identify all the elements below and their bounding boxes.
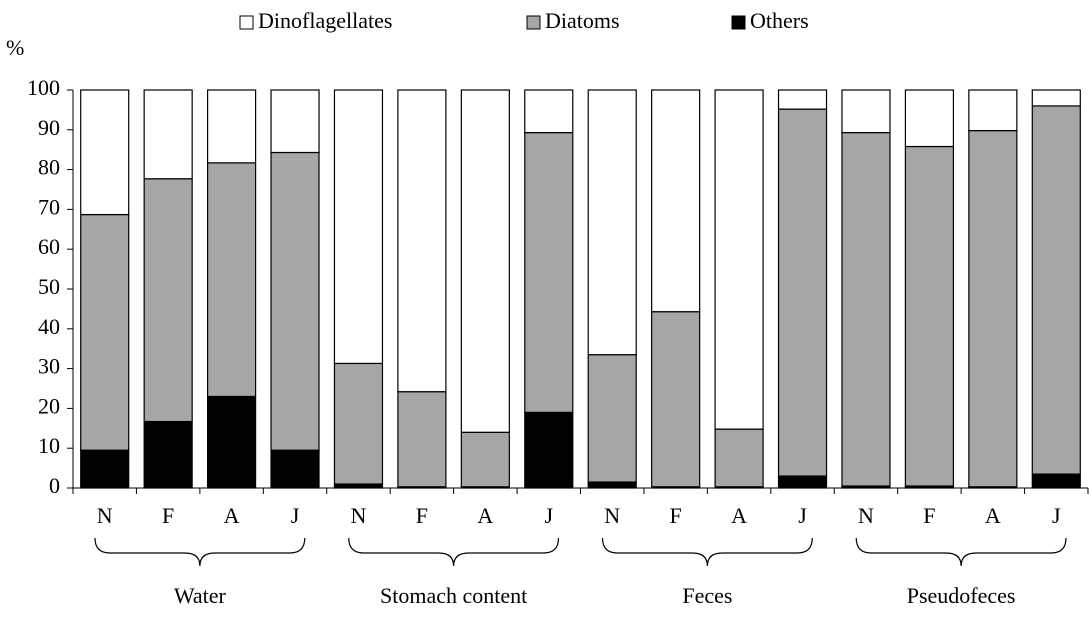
legend-swatch	[239, 15, 254, 30]
y-tick-label: 10	[38, 433, 60, 458]
bar-segment	[460, 431, 510, 488]
bar-segment	[1031, 105, 1081, 475]
bar-segment	[333, 89, 384, 365]
bar-segment	[714, 89, 764, 430]
bar-segment	[587, 89, 637, 356]
y-tick-label: 70	[38, 194, 60, 219]
group-label: Water	[174, 583, 227, 608]
y-tick-label: 0	[49, 473, 60, 498]
x-tick-label: F	[670, 503, 682, 528]
y-tick-label: 90	[38, 115, 60, 140]
y-tick-label: 40	[38, 314, 60, 339]
x-tick-label: A	[731, 503, 747, 528]
y-tick-label: 80	[38, 155, 60, 180]
legend-label: Dinoflagellates	[258, 8, 392, 33]
bar-segment	[333, 362, 384, 485]
bar-segment	[80, 213, 130, 451]
bar-segment	[460, 89, 510, 433]
bar-segment	[904, 89, 955, 148]
x-tick-label: A	[224, 503, 240, 528]
x-tick-label: N	[351, 503, 367, 528]
bar-segment	[777, 108, 828, 477]
bar-segment	[777, 475, 828, 489]
group-label: Stomach content	[380, 583, 527, 608]
x-tick-label: J	[1052, 503, 1061, 528]
bar-segment	[841, 131, 891, 487]
y-tick-label: 20	[38, 393, 60, 418]
bar-segment	[651, 311, 701, 488]
bar-segment	[397, 89, 447, 393]
bar-segment	[206, 162, 257, 398]
bar-segment	[80, 89, 130, 216]
legend-swatch	[731, 15, 746, 30]
y-tick-label: 30	[38, 354, 60, 379]
bar-segment	[206, 395, 257, 489]
bar-segment	[80, 449, 130, 489]
bar-segment	[524, 411, 574, 489]
bar-segment	[143, 89, 193, 180]
bar-segment	[143, 420, 193, 489]
x-tick-label: J	[545, 503, 554, 528]
bar-segment	[270, 449, 320, 489]
bar-segment	[968, 129, 1018, 488]
bar-segment	[1031, 473, 1081, 489]
bar-segment	[587, 481, 637, 489]
bar-segment	[968, 89, 1018, 132]
bar-segment	[1031, 89, 1081, 107]
y-axis-label: %	[6, 35, 24, 60]
bar-segment	[270, 151, 320, 451]
y-tick-label: 100	[27, 75, 60, 100]
bar-segment	[587, 354, 637, 483]
bar-segment	[777, 89, 828, 110]
x-tick-label: N	[97, 503, 113, 528]
bar-segment	[651, 89, 701, 313]
group-brace	[348, 537, 560, 567]
y-tick-label: 50	[38, 274, 60, 299]
legend-label: Diatoms	[545, 8, 620, 33]
group-brace	[601, 537, 813, 567]
bar-segment	[206, 89, 257, 164]
x-tick-label: N	[858, 503, 874, 528]
group-brace	[855, 537, 1067, 567]
x-tick-label: A	[477, 503, 493, 528]
x-tick-label: J	[798, 503, 807, 528]
x-tick-label: F	[162, 503, 174, 528]
bar-segment	[841, 89, 891, 134]
group-label: Pseudofeces	[907, 583, 1016, 608]
y-tick-label: 60	[38, 234, 60, 259]
group-label: Feces	[682, 583, 732, 608]
legend-swatch	[526, 15, 541, 30]
bar-segment	[524, 131, 574, 413]
x-tick-label: F	[923, 503, 935, 528]
legend-label: Others	[750, 8, 809, 33]
bar-segment	[524, 89, 574, 134]
group-brace	[94, 537, 306, 567]
bar-segment	[143, 178, 193, 423]
bar-segment	[270, 89, 320, 154]
x-tick-label: F	[416, 503, 428, 528]
bar-segment	[397, 391, 447, 488]
x-tick-label: N	[604, 503, 620, 528]
x-tick-label: J	[291, 503, 300, 528]
x-tick-label: A	[985, 503, 1001, 528]
bar-segment	[714, 428, 764, 488]
bar-segment	[904, 145, 955, 487]
